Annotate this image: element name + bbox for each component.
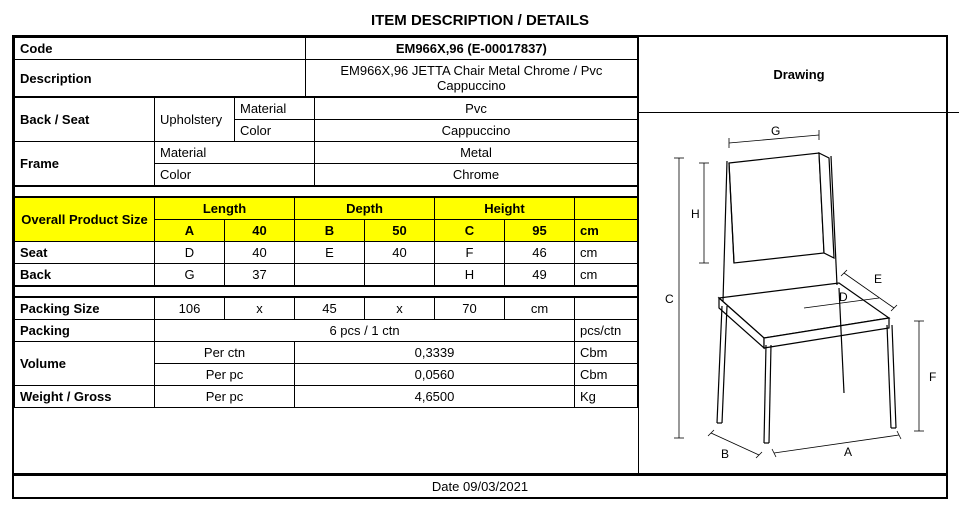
frame-color-value: Chrome xyxy=(315,164,638,186)
spec-table-container: Code EM966X,96 (E-00017837) Description … xyxy=(14,37,639,473)
bs-material-label: Material xyxy=(235,98,315,120)
height-label: Height xyxy=(435,198,575,220)
dimensions-table: Overall Product Size Length Depth Height… xyxy=(14,197,638,286)
drawing-label: Drawing xyxy=(639,37,959,113)
material-table: Back / Seat Upholstery Material Pvc Colo… xyxy=(14,97,638,186)
page-title: ITEM DESCRIPTION / DETAILS xyxy=(12,12,948,29)
frame-label: Frame xyxy=(15,142,155,186)
packsize-unit: cm xyxy=(505,298,575,320)
drawing-column: Drawing xyxy=(639,37,959,473)
desc-label: Description xyxy=(15,60,306,97)
backseat-label: Back / Seat xyxy=(15,98,155,142)
chair-svg: G H C E D F A B xyxy=(649,123,949,463)
vol-perpc-value: 0,0560 xyxy=(295,364,575,386)
diag-C: C xyxy=(665,292,674,306)
frame-material-label: Material xyxy=(155,142,315,164)
diag-H: H xyxy=(691,207,700,221)
spacer1 xyxy=(14,186,638,197)
diag-E: E xyxy=(874,272,882,286)
desc-value: EM966X,96 JETTA Chair Metal Chrome / Pvc… xyxy=(305,60,637,97)
vol-perpc-label: Per pc xyxy=(155,364,295,386)
packing-value: 6 pcs / 1 ctn xyxy=(155,320,575,342)
dim-B-val: 50 xyxy=(365,220,435,242)
dim-empty2 xyxy=(365,264,435,286)
dim-E: E xyxy=(295,242,365,264)
length-label: Length xyxy=(155,198,295,220)
volume-label: Volume xyxy=(15,342,155,386)
weight-unit: Kg xyxy=(575,386,638,408)
dim-E-val: 40 xyxy=(365,242,435,264)
vol-perctn-label: Per ctn xyxy=(155,342,295,364)
dim-unit1: cm xyxy=(575,220,638,242)
weight-label: Weight / Gross xyxy=(15,386,155,408)
packsize-l: 106 xyxy=(155,298,225,320)
dim-A-val: 40 xyxy=(225,220,295,242)
code-value: EM966X,96 (E-00017837) xyxy=(305,38,637,60)
weight-perpc-label: Per pc xyxy=(155,386,295,408)
dim-unit3: cm xyxy=(575,264,638,286)
overall-size-label: Overall Product Size xyxy=(15,198,155,242)
date-value: Date 09/03/2021 xyxy=(13,476,947,499)
dim-B: B xyxy=(295,220,365,242)
packsize-label: Packing Size xyxy=(15,298,155,320)
dim-D: D xyxy=(155,242,225,264)
depth-label: Depth xyxy=(295,198,435,220)
dim-H-val: 49 xyxy=(505,264,575,286)
header-table: Code EM966X,96 (E-00017837) Description … xyxy=(14,37,638,97)
seat-label: Seat xyxy=(15,242,155,264)
packing-table: Packing Size 106 x 45 x 70 cm Packing 6 … xyxy=(14,297,638,408)
packing-unit: pcs/ctn xyxy=(575,320,638,342)
bs-material-value: Pvc xyxy=(315,98,638,120)
vol-perpc-unit: Cbm xyxy=(575,364,638,386)
packsize-w: 45 xyxy=(295,298,365,320)
dim-A: A xyxy=(155,220,225,242)
dim-empty1 xyxy=(295,264,365,286)
frame-material-value: Metal xyxy=(315,142,638,164)
dim-C-val: 95 xyxy=(505,220,575,242)
dim-G-val: 37 xyxy=(225,264,295,286)
spacer2 xyxy=(14,286,638,297)
bs-color-label: Color xyxy=(235,120,315,142)
weight-value: 4,6500 xyxy=(295,386,575,408)
upholstery-label: Upholstery xyxy=(155,98,235,142)
packsize-x1: x xyxy=(225,298,295,320)
diag-G: G xyxy=(771,124,780,138)
dim-F-val: 46 xyxy=(505,242,575,264)
bs-color-value: Cappuccino xyxy=(315,120,638,142)
frame-color-label: Color xyxy=(155,164,315,186)
dim-F: F xyxy=(435,242,505,264)
vol-perctn-unit: Cbm xyxy=(575,342,638,364)
date-table: Date 09/03/2021 xyxy=(12,475,948,499)
spec-sheet: Code EM966X,96 (E-00017837) Description … xyxy=(12,35,948,475)
back-label: Back xyxy=(15,264,155,286)
diag-B: B xyxy=(721,447,729,461)
packsize-x2: x xyxy=(365,298,435,320)
dim-unit2: cm xyxy=(575,242,638,264)
chair-drawing: G H C E D F A B xyxy=(639,113,959,473)
packsize-blank xyxy=(575,298,638,320)
diag-A: A xyxy=(844,445,852,459)
packing-label: Packing xyxy=(15,320,155,342)
vol-perctn-value: 0,3339 xyxy=(295,342,575,364)
packsize-h: 70 xyxy=(435,298,505,320)
dim-D-val: 40 xyxy=(225,242,295,264)
dim-H: H xyxy=(435,264,505,286)
diag-F: F xyxy=(929,370,936,384)
dim-unit-header xyxy=(575,198,638,220)
dim-C: C xyxy=(435,220,505,242)
diag-D: D xyxy=(839,290,848,304)
dim-G: G xyxy=(155,264,225,286)
code-label: Code xyxy=(15,38,306,60)
